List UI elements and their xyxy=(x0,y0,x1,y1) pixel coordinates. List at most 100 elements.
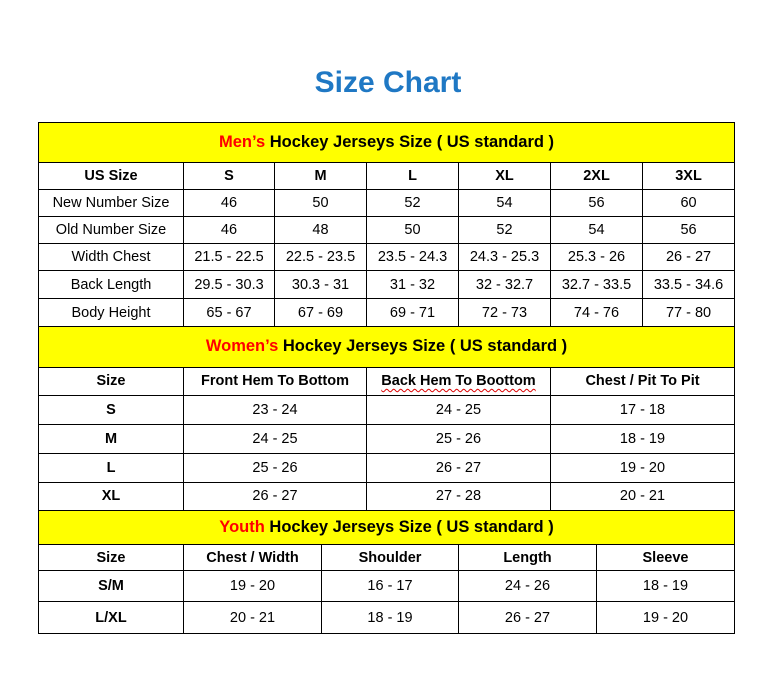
header-row: Size Chest / Width Shoulder Length Sleeve xyxy=(38,544,736,571)
column-header-label: Size xyxy=(96,549,126,566)
table-cell: 32.7 - 33.5 xyxy=(550,270,643,299)
table-cell: 24.3 - 25.3 xyxy=(458,243,551,271)
men-section-heading: Men’s Hockey Jerseys Size ( US standard … xyxy=(37,122,736,163)
table-cell: 26 - 27 xyxy=(366,453,551,483)
column-header-label: Back Hem To Boottom xyxy=(381,373,536,389)
row-label: Body Height xyxy=(38,298,184,327)
column-header: Size xyxy=(38,544,184,571)
column-header-label: L xyxy=(408,168,417,184)
table-cell: 18 - 19 xyxy=(321,601,459,634)
table-cell: 56 xyxy=(550,189,643,217)
table-cell: 72 - 73 xyxy=(458,298,551,327)
table-cell: 25 - 26 xyxy=(366,424,551,454)
table-cell: 77 - 80 xyxy=(641,298,736,327)
header-row: Size Front Hem To Bottom Back Hem To Boott… xyxy=(38,367,736,396)
column-header-label: XL xyxy=(495,168,514,184)
mens-size-table: Men’s Hockey Jerseys Size ( US standard … xyxy=(37,122,736,327)
column-header-label: Size xyxy=(96,373,126,389)
column-header: Shoulder xyxy=(321,544,459,571)
table-cell: 48 xyxy=(274,216,367,244)
table-cell: 20 - 21 xyxy=(183,601,322,634)
table-row: L/XL 20 - 21 18 - 19 26 - 27 19 - 20 xyxy=(38,601,736,634)
table-cell: 26 - 27 xyxy=(458,601,597,634)
table-cell: 52 xyxy=(458,216,551,244)
row-label: L xyxy=(38,453,184,483)
column-header: M xyxy=(274,162,367,190)
column-header: S xyxy=(183,162,275,190)
table-row: Old Number Size 46 48 50 52 54 56 xyxy=(38,216,736,244)
row-label: L/XL xyxy=(38,601,184,634)
table-cell: 19 - 20 xyxy=(549,453,736,483)
column-header: Back Hem To Boottom xyxy=(366,367,551,396)
table-cell: 50 xyxy=(366,216,459,244)
size-chart: Men’s Hockey Jerseys Size ( US standard … xyxy=(37,122,736,634)
table-cell: 46 xyxy=(183,189,275,217)
column-header: Size xyxy=(38,367,184,396)
table-row: Back Length 29.5 - 30.3 30.3 - 31 31 - 32 32… xyxy=(38,270,736,299)
table-cell: 46 xyxy=(183,216,275,244)
table-cell: 31 - 32 xyxy=(366,270,459,299)
table-row: L 25 - 26 26 - 27 19 - 20 xyxy=(38,453,736,483)
table-cell: 29.5 - 30.3 xyxy=(183,270,275,299)
table-cell: 54 xyxy=(458,189,551,217)
table-cell: 26 - 27 xyxy=(183,482,367,511)
heading-highlight: Women’s xyxy=(205,337,279,356)
table-cell: 60 xyxy=(641,189,736,217)
table-row: Body Height 65 - 67 67 - 69 69 - 71 72 - 73 7… xyxy=(38,298,736,327)
table-cell: 24 - 25 xyxy=(183,424,367,454)
table-cell: 30.3 - 31 xyxy=(274,270,367,299)
table-cell: 23.5 - 24.3 xyxy=(366,243,459,271)
table-cell: 50 xyxy=(274,189,367,217)
table-cell: 22.5 - 23.5 xyxy=(274,243,367,271)
row-label: New Number Size xyxy=(38,189,184,217)
column-header: US Size xyxy=(38,162,184,190)
column-header: Length xyxy=(458,544,597,571)
row-label: XL xyxy=(38,482,184,511)
table-cell: 27 - 28 xyxy=(366,482,551,511)
youth-section-heading: Youth Hockey Jerseys Size ( US standard … xyxy=(37,510,736,545)
table-cell: 23 - 24 xyxy=(183,395,367,425)
table-row: Width Chest 21.5 - 22.5 22.5 - 23.5 23.5 - … xyxy=(38,243,736,271)
column-header-label: 2XL xyxy=(583,168,610,184)
table-cell: 74 - 76 xyxy=(550,298,643,327)
table-cell: 17 - 18 xyxy=(549,395,736,425)
row-label: Back Length xyxy=(38,270,184,299)
heading-text: Hockey Jerseys Size ( US standard ) xyxy=(264,517,554,536)
table-cell: 67 - 69 xyxy=(274,298,367,327)
womens-size-table: Women’s Hockey Jerseys Size ( US standar… xyxy=(37,327,736,511)
table-cell: 19 - 20 xyxy=(595,601,736,634)
page-title: Size Chart xyxy=(314,66,462,99)
table-cell: 19 - 20 xyxy=(183,570,322,602)
row-label: S/M xyxy=(38,570,184,602)
column-header: XL xyxy=(458,162,551,190)
column-header: Chest / Pit To Pit xyxy=(549,367,736,396)
column-header: 3XL xyxy=(641,162,736,190)
table-cell: 18 - 19 xyxy=(549,424,736,454)
column-header-label: Chest / Pit To Pit xyxy=(585,373,700,389)
table-cell: 32 - 32.7 xyxy=(458,270,551,299)
column-header: Front Hem To Bottom xyxy=(183,367,367,396)
table-cell: 56 xyxy=(641,216,736,244)
column-header: 2XL xyxy=(550,162,643,190)
column-header-label: 3XL xyxy=(675,168,702,184)
column-header: L xyxy=(366,162,459,190)
table-cell: 18 - 19 xyxy=(595,570,736,602)
table-row: M 24 - 25 25 - 26 18 - 19 xyxy=(38,424,736,454)
table-cell: 25 - 26 xyxy=(183,453,367,483)
column-header-label: S xyxy=(224,168,234,184)
table-cell: 26 - 27 xyxy=(641,243,736,271)
youth-size-table: Youth Hockey Jerseys Size ( US standard … xyxy=(37,510,736,634)
table-row: S 23 - 24 24 - 25 17 - 18 xyxy=(38,395,736,425)
column-header-label: US Size xyxy=(84,168,138,184)
row-label: Old Number Size xyxy=(38,216,184,244)
column-header-label: Sleeve xyxy=(642,549,689,566)
table-cell: 24 - 26 xyxy=(458,570,597,602)
column-header-label: Shoulder xyxy=(358,549,422,566)
heading-highlight: Men’s xyxy=(219,133,266,151)
table-cell: 69 - 71 xyxy=(366,298,459,327)
table-cell: 21.5 - 22.5 xyxy=(183,243,275,271)
table-cell: 54 xyxy=(550,216,643,244)
table-row: New Number Size 46 50 52 54 56 60 xyxy=(38,189,736,217)
table-cell: 25.3 - 26 xyxy=(550,243,643,271)
table-cell: 20 - 21 xyxy=(549,482,736,511)
